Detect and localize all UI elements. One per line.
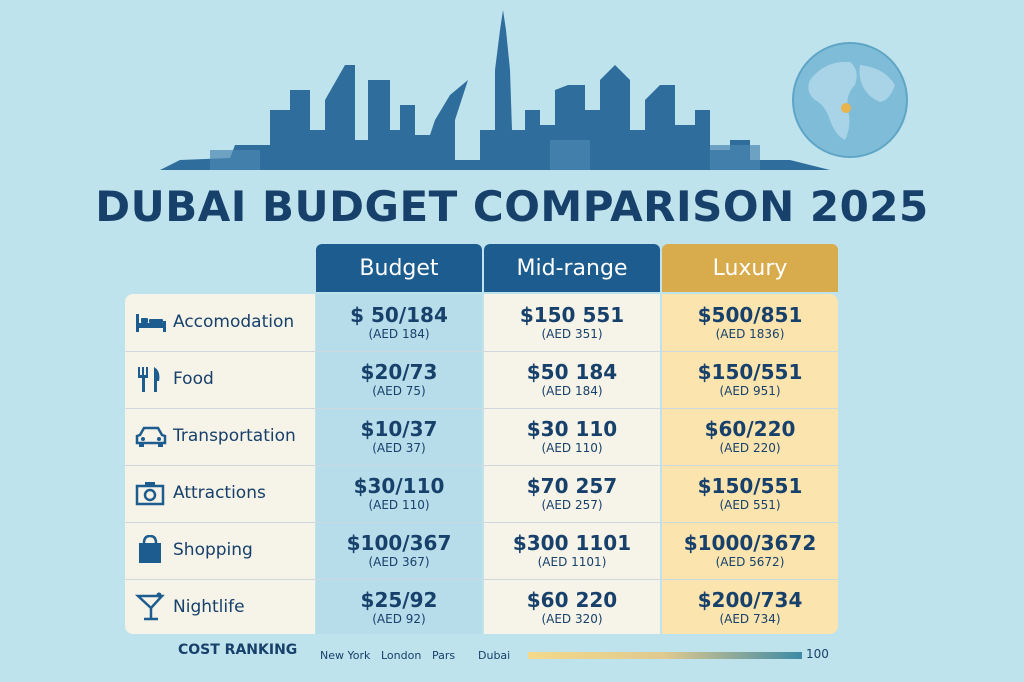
cell-aed: (AED 37) (372, 440, 426, 455)
cell-mid-range: $60 220 (AED 320) (484, 579, 660, 635)
cell-luxury: $1000/3672 (AED 5672) (662, 522, 838, 578)
row-label-text: Accomodation (173, 312, 295, 332)
car-icon (135, 426, 167, 447)
cell-value: $1000/3672 (683, 530, 817, 555)
row-label-text: Shopping (173, 540, 253, 560)
cell-aed: (AED 1101) (537, 554, 607, 569)
fork-knife-icon (138, 367, 160, 392)
cell-value: $70 257 (526, 473, 618, 498)
cell-value: $150/551 (697, 473, 803, 498)
cell-aed: (AED 184) (368, 326, 430, 341)
cell-aed: (AED 184) (541, 383, 603, 398)
ranking-city: Dubai (478, 649, 511, 662)
cell-value: $150/551 (697, 359, 803, 384)
cell-aed: (AED 220) (719, 440, 781, 455)
header-budget: Budget (316, 244, 482, 292)
row-divider (125, 351, 838, 352)
row-label-accommodation: Accomodation (135, 294, 315, 350)
row-divider (125, 522, 838, 523)
cell-mid-range: $50 184 (AED 184) (484, 351, 660, 407)
cell-aed: (AED 110) (368, 497, 430, 512)
cell-value: $10/37 (360, 416, 438, 441)
ranking-city: Pars (432, 649, 456, 662)
cell-value: $50 184 (526, 359, 618, 384)
row-label-text: Food (173, 369, 214, 389)
cocktail-icon (135, 592, 165, 621)
cell-value: $150 551 (519, 302, 625, 327)
header-luxury: Luxury (662, 244, 838, 292)
cell-luxury: $150/551 (AED 951) (662, 351, 838, 407)
cell-luxury: $60/220 (AED 220) (662, 408, 838, 464)
cell-budget: $100/367 (AED 367) (316, 522, 482, 578)
header-mid-range: Mid-range (484, 244, 660, 292)
cell-budget: $ 50/184 (AED 184) (316, 294, 482, 350)
bed-icon (136, 314, 166, 332)
cell-value: $60/220 (704, 416, 796, 441)
row-label-nightlife: Nightlife (135, 579, 315, 635)
cell-aed: (AED 257) (541, 497, 603, 512)
cell-value: $30/110 (353, 473, 445, 498)
cell-budget: $30/110 (AED 110) (316, 465, 482, 521)
row-label-text: Nightlife (173, 597, 245, 617)
shopping-bag-icon (139, 535, 161, 563)
ranking-city: London (381, 649, 422, 662)
budget-column (316, 294, 482, 634)
cell-budget: $25/92 (AED 92) (316, 579, 482, 635)
cell-aed: (AED 351) (541, 326, 603, 341)
cell-luxury: $200/734 (AED 734) (662, 579, 838, 635)
ranking-end-value: 100 (806, 647, 829, 661)
dubai-skyline-illustration (160, 10, 830, 170)
cell-value: $ 50/184 (350, 302, 448, 327)
cost-ranking-label: COST RANKING (178, 642, 298, 658)
cell-budget: $20/73 (AED 75) (316, 351, 482, 407)
cell-aed: (AED 320) (541, 611, 603, 626)
cell-aed: (AED 734) (719, 611, 781, 626)
cell-luxury: $500/851 (AED 1836) (662, 294, 838, 350)
cell-mid-range: $150 551 (AED 351) (484, 294, 660, 350)
cell-value: $25/92 (360, 587, 438, 612)
category-column (125, 294, 315, 634)
globe-icon (792, 42, 908, 158)
row-divider (125, 579, 838, 580)
cell-value: $100/367 (346, 530, 452, 555)
camera-icon (135, 482, 165, 506)
cell-luxury: $150/551 (AED 551) (662, 465, 838, 521)
page-title: DUBAI BUDGET COMPARISON 2025 (95, 182, 929, 231)
row-divider (125, 465, 838, 466)
cell-budget: $10/37 (AED 37) (316, 408, 482, 464)
cost-ranking-bar (528, 652, 802, 659)
cell-aed: (AED 5672) (715, 554, 785, 569)
row-label-food: Food (135, 351, 315, 407)
mid-range-column (484, 294, 660, 634)
cell-mid-range: $300 1101 (AED 1101) (484, 522, 660, 578)
row-label-text: Transportation (173, 426, 296, 446)
ranking-city: New York (320, 649, 371, 662)
luxury-column (662, 294, 838, 634)
cell-mid-range: $70 257 (AED 257) (484, 465, 660, 521)
cell-aed: (AED 1836) (715, 326, 785, 341)
row-label-transportation: Transportation (135, 408, 315, 464)
row-label-shopping: Shopping (135, 522, 315, 578)
cell-value: $300 1101 (512, 530, 632, 555)
cell-aed: (AED 367) (368, 554, 430, 569)
cell-value: $30 110 (526, 416, 618, 441)
cell-value: $20/73 (360, 359, 438, 384)
cell-aed: (AED 75) (372, 383, 426, 398)
cell-value: $200/734 (697, 587, 803, 612)
cell-value: $60 220 (526, 587, 618, 612)
row-label-text: Attractions (173, 483, 266, 503)
cell-aed: (AED 110) (541, 440, 603, 455)
cell-aed: (AED 92) (372, 611, 426, 626)
cell-aed: (AED 551) (719, 497, 781, 512)
cell-value: $500/851 (697, 302, 803, 327)
cell-mid-range: $30 110 (AED 110) (484, 408, 660, 464)
cell-aed: (AED 951) (719, 383, 781, 398)
row-divider (125, 408, 838, 409)
row-label-attractions: Attractions (135, 465, 315, 521)
